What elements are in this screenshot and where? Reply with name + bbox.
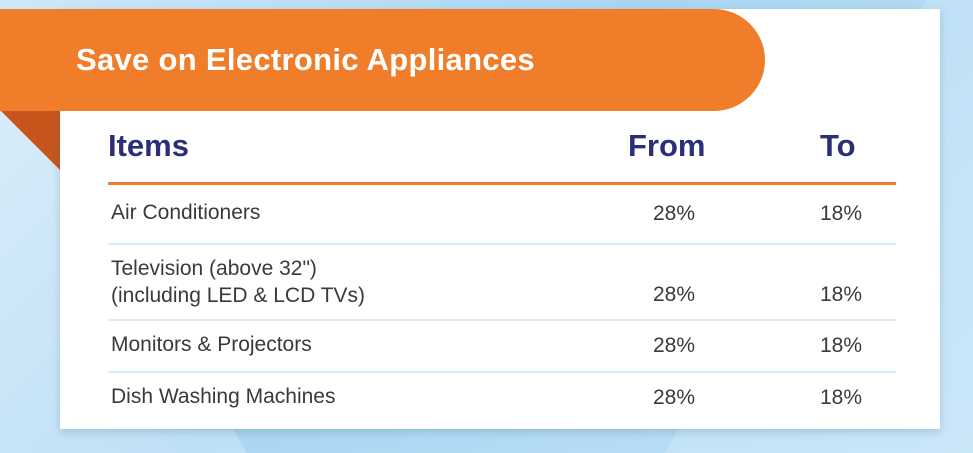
from-rate: 28% <box>653 334 696 357</box>
item-name-line: Dish Washing Machines <box>111 385 336 408</box>
item-name-line: Monitors & Projectors <box>111 333 312 356</box>
table-row: Television (above 32") (including LED & … <box>108 245 896 321</box>
table-row: Air Conditioners 28% 18% <box>108 185 896 245</box>
item-name-line: Air Conditioners <box>111 201 261 224</box>
appliance-table: Items From To Air Conditioners 28% 18% T… <box>108 118 896 423</box>
title-banner: Save on Electronic Appliances <box>0 9 765 111</box>
page-title: Save on Electronic Appliances <box>76 42 535 77</box>
from-rate: 28% <box>653 386 696 409</box>
to-rate: 18% <box>820 202 863 225</box>
item-name-line: Television (above 32") <box>111 257 317 280</box>
table-row: Monitors & Projectors 28% 18% <box>108 321 896 373</box>
to-rate: 18% <box>820 334 863 357</box>
item-name: Dish Washing Machines <box>111 383 335 410</box>
to-rate: 18% <box>820 386 863 409</box>
to-rate: 18% <box>820 283 863 306</box>
from-rate: 28% <box>653 202 696 225</box>
item-name: Monitors & Projectors <box>111 331 312 358</box>
item-name: Air Conditioners <box>111 199 260 226</box>
column-header-to: To <box>820 128 856 163</box>
item-name: Television (above 32") (including LED & … <box>111 255 365 309</box>
ribbon-fold <box>0 110 60 170</box>
column-header-items: Items <box>108 128 189 163</box>
table-row: Dish Washing Machines 28% 18% <box>108 373 896 423</box>
column-header-from: From <box>628 128 706 163</box>
item-name-line: (including LED & LCD TVs) <box>111 284 366 307</box>
table-header: Items From To <box>108 118 896 185</box>
from-rate: 28% <box>653 283 696 306</box>
